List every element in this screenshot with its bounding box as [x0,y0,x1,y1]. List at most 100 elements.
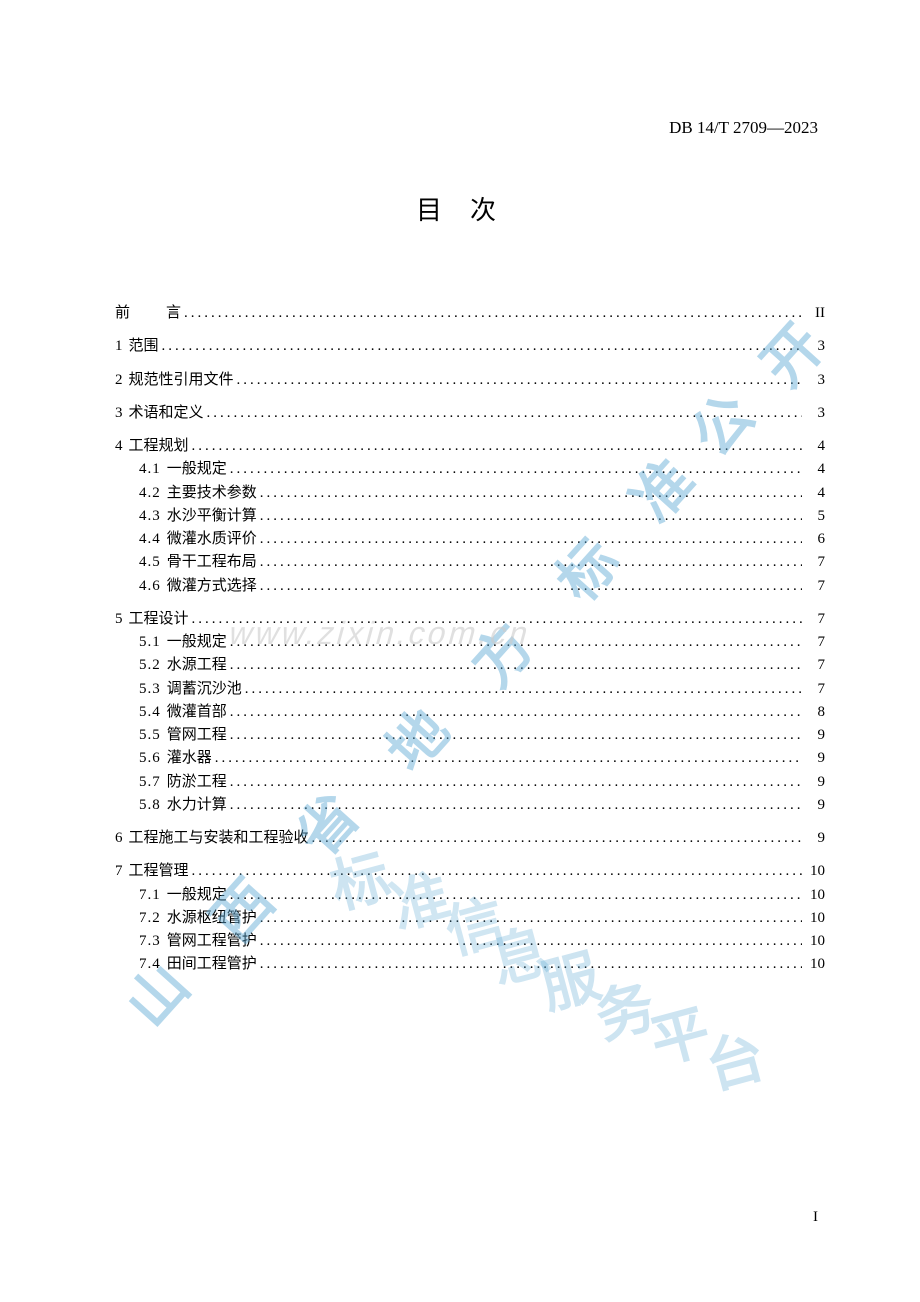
toc-leader-dots: ........................................… [230,884,802,907]
toc-page-number: 7 [805,608,825,631]
toc-label: 管网工程 [167,724,227,747]
toc-number: 5.5 [139,724,161,747]
page-container: DB 14/T 2709—2023 目次 前言.................… [0,0,920,1302]
toc-page-number: 4 [805,435,825,458]
toc-entry: 7.1 一般规定.................................… [115,884,825,907]
toc-number: 1 [115,335,123,358]
toc-leader-dots: ........................................… [260,575,802,598]
toc-number: 5.7 [139,771,161,794]
toc-entry: 2规范性引用文件................................… [115,369,825,392]
toc-number: 4.3 [139,505,161,528]
toc-entry: 3术语和定义..................................… [115,402,825,425]
toc-label: 调蓄沉沙池 [167,678,242,701]
toc-page-number: 8 [805,701,825,724]
toc-page-number: 9 [805,724,825,747]
toc-leader-dots: ........................................… [230,771,802,794]
toc-number: 7 [115,860,123,883]
toc-leader-dots: ........................................… [162,335,802,358]
toc-label: 水源枢纽管护 [167,907,257,930]
toc-number: 4.6 [139,575,161,598]
toc-leader-dots: ........................................… [230,631,802,654]
toc-page-number: 6 [805,528,825,551]
toc-entry: 7 工程管理...................................… [115,860,825,883]
toc-number: 5.2 [139,654,161,677]
toc-number: 4.2 [139,482,161,505]
toc-page-number: 3 [805,402,825,425]
toc-entry: 7.3管网工程管护...............................… [115,930,825,953]
toc-entry: 5.3 调蓄沉沙池................................… [115,678,825,701]
toc-entry: 4.3水沙平衡计算...............................… [115,505,825,528]
toc-entry: 5.2水源工程.................................… [115,654,825,677]
page-number: I [813,1209,818,1226]
toc-label: 言 [166,302,181,325]
toc-leader-dots: ........................................… [260,551,802,574]
toc-label: 田间工程管护 [167,953,257,976]
toc-label: 术语和定义 [129,402,204,425]
toc-number: 5.3 [139,678,161,701]
toc-label: 范围 [129,335,159,358]
toc-entry: 4.2主要技术参数...............................… [115,482,825,505]
toc-leader-dots: ........................................… [260,505,802,528]
toc-page-number: 4 [805,482,825,505]
toc-page-number: 9 [805,747,825,770]
toc-label: 防淤工程 [167,771,227,794]
toc-label: 灌水器 [167,747,212,770]
toc-page-number: 9 [805,827,825,850]
toc-page-number: 10 [805,953,825,976]
toc-number: 3 [115,402,123,425]
toc-leader-dots: ........................................… [192,860,802,883]
toc-label: 管网工程管护 [167,930,257,953]
toc-entry: 5.5管网工程.................................… [115,724,825,747]
toc-page-number: 10 [805,930,825,953]
toc-page-number: 10 [805,907,825,930]
page-title: 目次 [115,190,825,227]
toc-number: 7.1 [139,884,161,907]
toc-entry: 5工程设计...................................… [115,608,825,631]
toc-page-number: II [805,302,825,325]
toc-label: 规范性引用文件 [129,369,234,392]
toc-entry: 5.8 水力计算.................................… [115,794,825,817]
toc-page-number: 5 [805,505,825,528]
toc-label: 微灌方式选择 [167,575,257,598]
toc-leader-dots: ........................................… [192,608,802,631]
toc-leader-dots: ........................................… [230,654,802,677]
table-of-contents: 前言......................................… [115,302,825,977]
toc-leader-dots: ........................................… [215,747,802,770]
toc-leader-dots: ........................................… [245,678,802,701]
toc-number: 5.4 [139,701,161,724]
toc-entry: 5.1一般规定.................................… [115,631,825,654]
toc-label: 水力计算 [167,794,227,817]
toc-label: 工程管理 [129,860,189,883]
toc-number: 5.8 [139,794,161,817]
toc-label: 主要技术参数 [167,482,257,505]
toc-label: 一般规定 [167,884,227,907]
toc-label: 工程规划 [129,435,189,458]
toc-leader-dots: ........................................… [237,369,802,392]
toc-number: 7.3 [139,930,161,953]
toc-leader-dots: ........................................… [192,435,802,458]
toc-page-number: 7 [805,575,825,598]
toc-page-number: 7 [805,678,825,701]
toc-page-number: 7 [805,551,825,574]
toc-number: 7.2 [139,907,161,930]
toc-label: 骨干工程布局 [167,551,257,574]
toc-label: 一般规定 [167,631,227,654]
toc-leader-dots: ........................................… [312,827,802,850]
toc-page-number: 10 [805,884,825,907]
toc-page-number: 10 [805,860,825,883]
toc-page-number: 7 [805,631,825,654]
toc-entry: 4 工程规划...................................… [115,435,825,458]
toc-number: 6 [115,827,123,850]
toc-label: 微灌水质评价 [167,528,257,551]
toc-label: 一般规定 [167,458,227,481]
toc-leader-dots: ........................................… [230,794,802,817]
toc-page-number: 9 [805,771,825,794]
toc-leader-dots: ........................................… [184,302,802,325]
toc-entry: 7.4田间工程管护...............................… [115,953,825,976]
toc-number: 4 [115,435,123,458]
toc-page-number: 9 [805,794,825,817]
toc-page-number: 3 [805,369,825,392]
toc-leader-dots: ........................................… [230,701,802,724]
toc-entry: 前言......................................… [115,302,825,325]
toc-label: 工程设计 [129,608,189,631]
